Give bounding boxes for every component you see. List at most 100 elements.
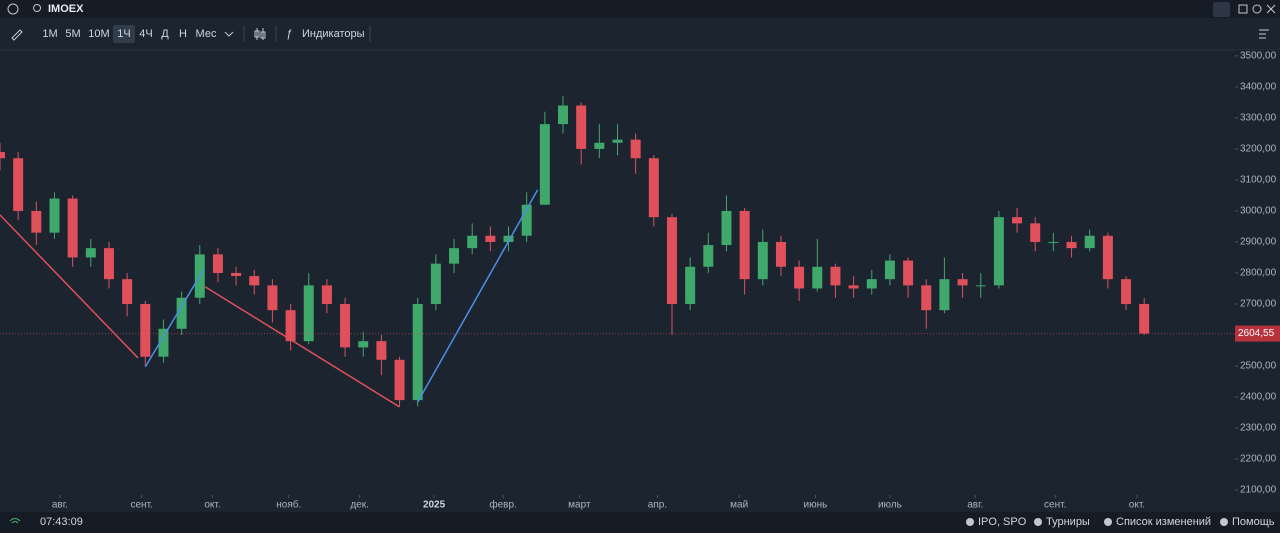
candle-body [957,279,968,286]
candle-body [539,124,550,205]
x-tick-label: 2025 [423,500,446,511]
candle-body [376,341,387,360]
clock: 07:43:09 [40,516,83,528]
y-tick-label: 3200,00 [1240,144,1277,155]
trend-line [204,286,400,408]
x-tick-label: апр. [648,500,667,511]
settings-button[interactable] [1252,4,1262,14]
candle-body [1012,217,1023,224]
candle-body [267,285,278,311]
candle-body [757,241,768,280]
interval-button[interactable]: Н [179,28,187,40]
top-bar [0,0,1280,18]
status-link[interactable]: Помощь [1232,516,1275,528]
candles-icon[interactable] [254,28,266,40]
y-tick-label: 3400,00 [1240,82,1277,93]
status-icon [1104,518,1112,526]
status-link[interactable]: Список изменений [1116,516,1211,528]
candle-body [558,105,569,125]
interval-button[interactable]: 5М [65,28,80,40]
candle-body [249,276,260,286]
candle-body [285,310,296,342]
candle-body [866,279,877,289]
candle-body [0,152,5,159]
candle-body [13,158,24,211]
status-icon [1034,518,1042,526]
price-axis [1235,50,1280,512]
x-tick-label: авг. [967,500,983,511]
candle-body [812,266,823,289]
y-tick-label: 2900,00 [1240,237,1277,248]
candle-body [321,285,332,304]
close-button[interactable] [1266,4,1276,14]
candle-body [103,248,114,280]
x-tick-label: окт. [1129,500,1145,511]
candle-body [721,210,732,246]
candle-body [848,285,859,289]
candle-body [794,266,805,289]
toolbar: 1М 5М 10М 1Ч 4Ч Д Н Мес ƒ Индикаторы [11,25,1269,43]
candle-body [467,235,478,249]
candle-body [975,285,986,287]
search-icon [33,4,41,12]
candle-body [412,303,423,401]
candle-body [521,204,532,236]
pencil-icon[interactable] [11,29,23,41]
candle-body [775,241,786,267]
interval-button[interactable]: 1Ч [117,28,130,40]
candle-body [231,272,242,277]
candle-body [31,210,42,233]
candle-body [176,297,187,329]
interval-button[interactable]: 1М [42,28,57,40]
candle-body [1139,303,1150,334]
y-tick-label: 2200,00 [1240,454,1277,465]
x-tick-label: май [730,500,748,511]
x-tick-label: окт. [204,500,220,511]
candle-body [666,217,677,304]
fx-icon[interactable]: ƒ [286,28,292,40]
x-tick-label: июль [878,500,902,511]
interval-button[interactable]: 4Ч [139,28,152,40]
trend-line [0,214,139,359]
candle-body [358,341,369,348]
candle-body [303,285,314,342]
x-tick-label: июнь [804,500,828,511]
y-tick-label: 3000,00 [1240,206,1277,217]
candle-body [576,105,587,149]
candle-body [49,198,60,233]
candle-body [158,328,169,357]
connection-icon [9,518,21,524]
interval-button[interactable]: Мес [196,28,217,40]
interval-button[interactable]: 10М [88,28,109,40]
layout-icon[interactable] [1259,29,1269,39]
dropdown-icon[interactable] [224,31,234,37]
trend-line [417,189,539,403]
plot: 2100,002200,002300,002400,002500,002600,… [0,51,1280,511]
y-tick-label: 3500,00 [1240,51,1277,62]
add-icon[interactable] [7,3,19,15]
candle-body [212,254,223,273]
y-tick-label: 2500,00 [1240,361,1277,372]
candle-body [1048,241,1059,243]
candle-body [67,198,78,258]
window-button[interactable] [1238,4,1248,14]
candle-body [1030,223,1041,242]
status-icon [966,518,974,526]
candle-body [503,235,514,242]
symbol[interactable]: IMOEX [48,3,84,15]
y-tick-label: 2700,00 [1240,299,1277,310]
status-link[interactable]: Турниры [1046,516,1090,528]
collapse-button[interactable] [1213,2,1230,17]
candle-body [1066,241,1077,249]
candle-body [340,303,351,348]
indicators-button[interactable]: Индикаторы [302,28,365,40]
candle-body [122,279,133,304]
candle-body [830,266,841,286]
candle-body [903,260,914,286]
status-link[interactable]: IPO, SPO [978,516,1027,528]
y-tick-label: 2100,00 [1240,485,1277,496]
status-icon [1220,518,1228,526]
candle-body [140,303,151,357]
interval-button[interactable]: Д [161,28,169,40]
